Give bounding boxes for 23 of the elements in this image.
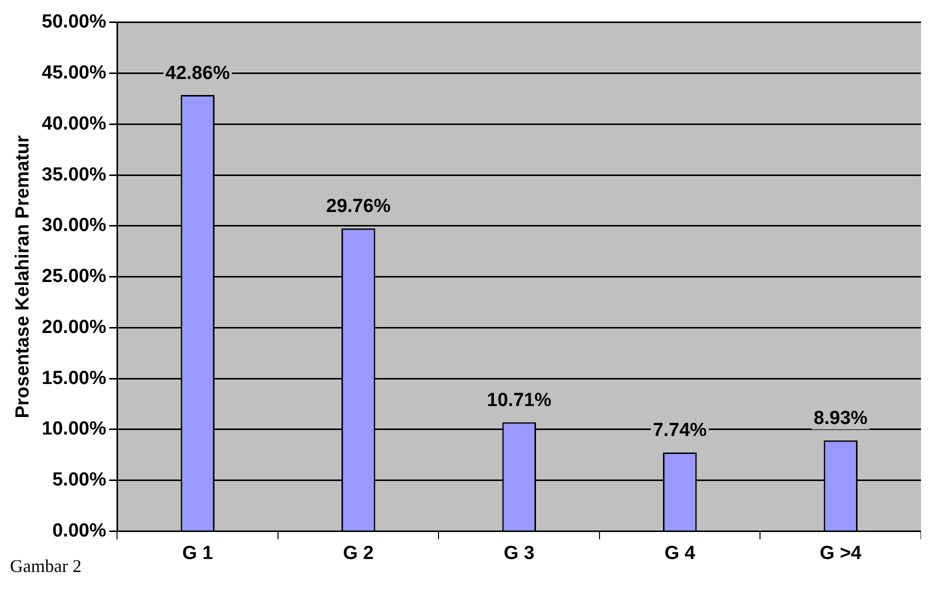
y-tick-label: 45.00% — [42, 62, 106, 84]
y-tick-label: 40.00% — [42, 113, 106, 134]
y-axis-title: Prosentase Kelahiran Prematur — [12, 134, 34, 418]
y-tick-label: 50.00% — [42, 12, 106, 33]
y-tick-label: 15.00% — [42, 368, 106, 389]
y-tick-label: 0.00% — [52, 520, 106, 542]
y-tick-label: 10.00% — [42, 418, 106, 440]
x-tick-label: G >4 — [820, 542, 862, 564]
x-tick-label: G 1 — [182, 542, 214, 564]
y-tick-label: 20.00% — [42, 316, 106, 338]
x-tick-label: G 4 — [664, 542, 696, 564]
y-tick-label: 35.00% — [42, 164, 106, 186]
data-label: 29.76% — [326, 196, 391, 218]
text: Gambar 2 — [10, 556, 82, 577]
data-label: 10.71% — [486, 390, 552, 411]
y-tick-label: 30.00% — [42, 215, 106, 236]
y-tick-label: 5.00% — [52, 470, 106, 491]
data-label: 7.74% — [652, 420, 707, 442]
x-tick-label: G 3 — [504, 542, 534, 564]
x-tick-label: G 2 — [343, 542, 374, 564]
data-label: 42.86% — [165, 62, 230, 84]
data-label: 8.93% — [814, 408, 868, 430]
y-tick-label: 25.00% — [42, 266, 106, 288]
